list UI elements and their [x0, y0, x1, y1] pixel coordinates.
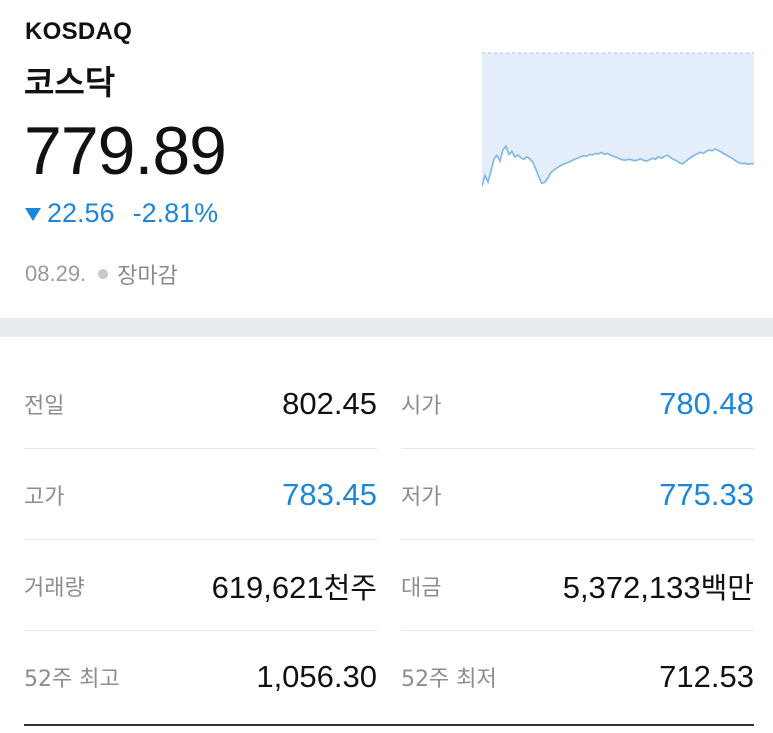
stats-row: 고가 783.45 저가 775.33 [24, 449, 754, 540]
stat-number: 1,056.30 [256, 658, 377, 694]
stat-item: 52주 최고 1,056.30 [24, 631, 401, 726]
index-code: KOSDAQ [25, 18, 133, 45]
stat-unit: 천주 [323, 570, 377, 605]
stat-value: 5,372,133백만 [563, 565, 754, 607]
stats-row: 거래량 619,621천주 대금 5,372,133백만 [24, 540, 754, 631]
stat-number: 5,372,133 [562, 569, 701, 605]
stat-number: 802.45 [282, 385, 377, 421]
stat-label: 전일 [24, 393, 65, 419]
stat-value: 712.53 [659, 659, 754, 695]
stat-label: 52주 최저 [401, 666, 497, 692]
stats-table: 전일 802.45 시가 780.48 고가 783.45 저가 775.33 거래량 619,6… [24, 358, 754, 726]
stat-value: 802.45 [282, 386, 377, 422]
stat-number: 783.45 [282, 476, 377, 512]
stat-label: 대금 [401, 575, 442, 601]
stats-row: 전일 802.45 시가 780.48 [24, 358, 754, 449]
change-amount: 22.56 [47, 198, 115, 228]
stat-value: 780.48 [659, 386, 754, 422]
index-summary: KOSDAQ 코스닥 779.89 22.56 -2.81% 08.29. 장마… [0, 0, 773, 318]
stat-label: 거래량 [24, 575, 85, 601]
chart-area [482, 53, 754, 187]
stat-label: 시가 [401, 393, 442, 419]
section-divider [0, 318, 773, 337]
stat-label: 저가 [401, 484, 442, 510]
stat-number: 780.48 [659, 385, 754, 421]
stat-value: 619,621천주 [212, 565, 377, 607]
stat-value: 775.33 [659, 477, 754, 513]
market-status-label: 장마감 [117, 264, 178, 289]
index-name: 코스닥 [24, 63, 116, 102]
stat-item: 저가 775.33 [401, 449, 754, 540]
stats-row: 52주 최고 1,056.30 52주 최저 712.53 [24, 631, 754, 726]
stat-number: 712.53 [659, 658, 754, 694]
stat-label: 52주 최고 [24, 666, 120, 692]
market-status: 08.29. 장마감 [25, 258, 178, 290]
stat-item: 시가 780.48 [401, 358, 754, 449]
change-rate: -2.81% [132, 198, 219, 228]
stat-item: 전일 802.45 [24, 358, 377, 449]
stat-unit: 백만 [700, 570, 754, 605]
stat-number: 619,621 [211, 569, 324, 605]
price-change: 22.56 -2.81% [25, 198, 218, 229]
trade-date: 08.29. [25, 261, 87, 286]
stat-label: 고가 [24, 484, 65, 510]
intraday-chart[interactable] [482, 50, 754, 200]
down-arrow-icon [25, 208, 41, 221]
stat-value: 783.45 [282, 477, 377, 513]
stat-value: 1,056.30 [256, 659, 377, 695]
stat-item: 대금 5,372,133백만 [401, 540, 754, 631]
stat-item: 52주 최저 712.53 [401, 631, 754, 726]
stat-item: 거래량 619,621천주 [24, 540, 377, 631]
price-line [482, 144, 754, 187]
current-price: 779.89 [24, 113, 227, 189]
dot-icon [98, 269, 109, 279]
stat-item: 고가 783.45 [24, 449, 377, 540]
stat-number: 775.33 [659, 476, 754, 512]
